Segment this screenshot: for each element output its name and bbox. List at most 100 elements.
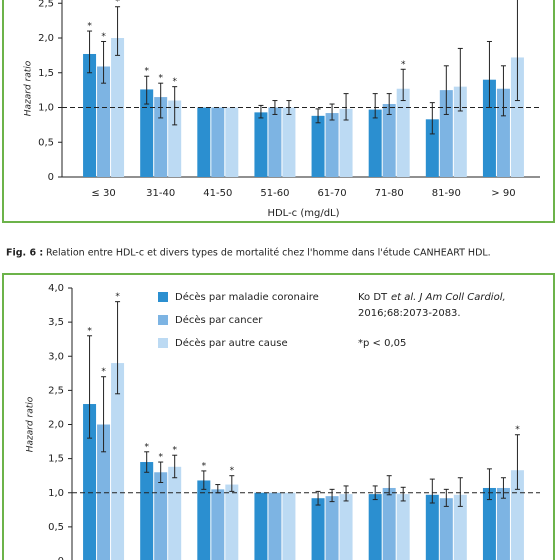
y-tick-label: 1,5 bbox=[38, 68, 54, 79]
x-tick-label: ≤ 30 bbox=[91, 188, 115, 199]
bar bbox=[254, 112, 268, 177]
error-bar bbox=[201, 470, 207, 490]
bar bbox=[482, 487, 496, 560]
significance-mark: * bbox=[230, 466, 235, 476]
error-bar bbox=[158, 82, 164, 119]
error-bar bbox=[172, 86, 178, 126]
bar bbox=[168, 100, 182, 177]
significance-mark: * bbox=[172, 446, 177, 456]
legend-swatch bbox=[158, 315, 168, 325]
bar bbox=[496, 487, 510, 560]
y-tick-label: 1,0 bbox=[38, 103, 54, 114]
bar bbox=[83, 404, 97, 560]
bar bbox=[439, 90, 453, 177]
bar bbox=[197, 480, 211, 560]
error-bar bbox=[315, 490, 321, 506]
bar bbox=[168, 466, 182, 560]
significance-mark: * bbox=[144, 442, 149, 452]
legend-swatch bbox=[158, 338, 168, 348]
error-bar bbox=[443, 488, 449, 507]
bar bbox=[311, 498, 325, 560]
error-bar bbox=[343, 93, 349, 121]
y-tick-label: 4,0 bbox=[48, 283, 64, 294]
x-tick-label: > 90 bbox=[491, 188, 515, 199]
citation: 2016;68:2073-2083. bbox=[358, 308, 461, 319]
error-bar bbox=[172, 454, 178, 479]
error-bar bbox=[101, 376, 107, 453]
y-tick-label: 0 bbox=[48, 172, 54, 183]
error-bar bbox=[386, 475, 392, 496]
bar bbox=[225, 107, 239, 177]
significance-mark: * bbox=[101, 32, 106, 42]
error-bar bbox=[400, 68, 406, 102]
error-bar bbox=[457, 47, 463, 112]
bar bbox=[325, 113, 339, 177]
y-tick-label: 2,5 bbox=[48, 385, 64, 396]
significance-mark: * bbox=[401, 60, 406, 70]
y-axis-label: Hazard ratio bbox=[26, 396, 36, 452]
y-tick-label: 3,0 bbox=[48, 351, 64, 362]
bar bbox=[425, 494, 439, 560]
bar bbox=[453, 86, 467, 177]
bar bbox=[268, 492, 282, 560]
bar bbox=[510, 57, 524, 177]
x-tick-label: 61-70 bbox=[318, 188, 347, 199]
error-bar bbox=[486, 468, 492, 501]
bar bbox=[496, 88, 510, 177]
error-bar bbox=[144, 451, 150, 473]
bar bbox=[268, 107, 282, 177]
significance-mark: * bbox=[172, 77, 177, 87]
y-tick-label: 0,5 bbox=[48, 522, 64, 533]
bar bbox=[439, 498, 453, 560]
bar bbox=[140, 89, 154, 177]
bar bbox=[97, 424, 111, 560]
bar bbox=[140, 462, 154, 560]
bar bbox=[154, 97, 168, 177]
bar bbox=[382, 104, 396, 177]
bar bbox=[396, 88, 410, 177]
error-bar bbox=[443, 65, 449, 115]
caption: Relation entre HDL-c et divers types de … bbox=[46, 248, 491, 259]
x-tick-label: 71-80 bbox=[375, 188, 404, 199]
bar bbox=[425, 119, 439, 177]
error-bar bbox=[372, 485, 378, 501]
error-bar bbox=[229, 475, 235, 492]
error-bar bbox=[457, 477, 463, 507]
legend-label: Décès par maladie coronaire bbox=[175, 291, 319, 303]
error-bar bbox=[329, 103, 335, 121]
significance-mark: * bbox=[115, 292, 120, 302]
bar bbox=[453, 494, 467, 560]
error-bar bbox=[343, 485, 349, 502]
bar bbox=[482, 79, 496, 177]
error-bar bbox=[158, 461, 164, 484]
error-bar bbox=[514, 434, 520, 490]
significance-mark: * bbox=[515, 425, 520, 435]
significance-mark: * bbox=[115, 0, 120, 7]
y-tick-label: 0,5 bbox=[38, 137, 54, 148]
error-bar bbox=[115, 6, 121, 56]
bar bbox=[97, 66, 111, 177]
x-tick-label: 51-60 bbox=[260, 188, 289, 199]
y-tick-label: 3,5 bbox=[48, 317, 64, 328]
bar bbox=[111, 38, 125, 177]
error-bar bbox=[315, 108, 321, 124]
citation: et al. J Am Coll Cardiol, bbox=[391, 292, 506, 303]
bar bbox=[211, 107, 225, 177]
bar bbox=[83, 53, 97, 177]
y-tick-label: 1,5 bbox=[48, 454, 64, 465]
bar bbox=[197, 107, 211, 177]
bar bbox=[282, 492, 296, 560]
error-bar bbox=[258, 104, 264, 119]
caption-label: Fig. 6 : bbox=[6, 248, 43, 259]
error-bar bbox=[386, 93, 392, 115]
bar bbox=[311, 115, 325, 177]
bar bbox=[254, 492, 268, 560]
error-bar bbox=[115, 301, 121, 395]
frame bbox=[2, 0, 555, 223]
x-tick-label: 31-40 bbox=[146, 188, 175, 199]
x-tick-label: 81-90 bbox=[432, 188, 461, 199]
significance-mark: * bbox=[158, 453, 163, 463]
note: *p < 0,05 bbox=[358, 338, 406, 349]
error-bar bbox=[87, 30, 93, 74]
